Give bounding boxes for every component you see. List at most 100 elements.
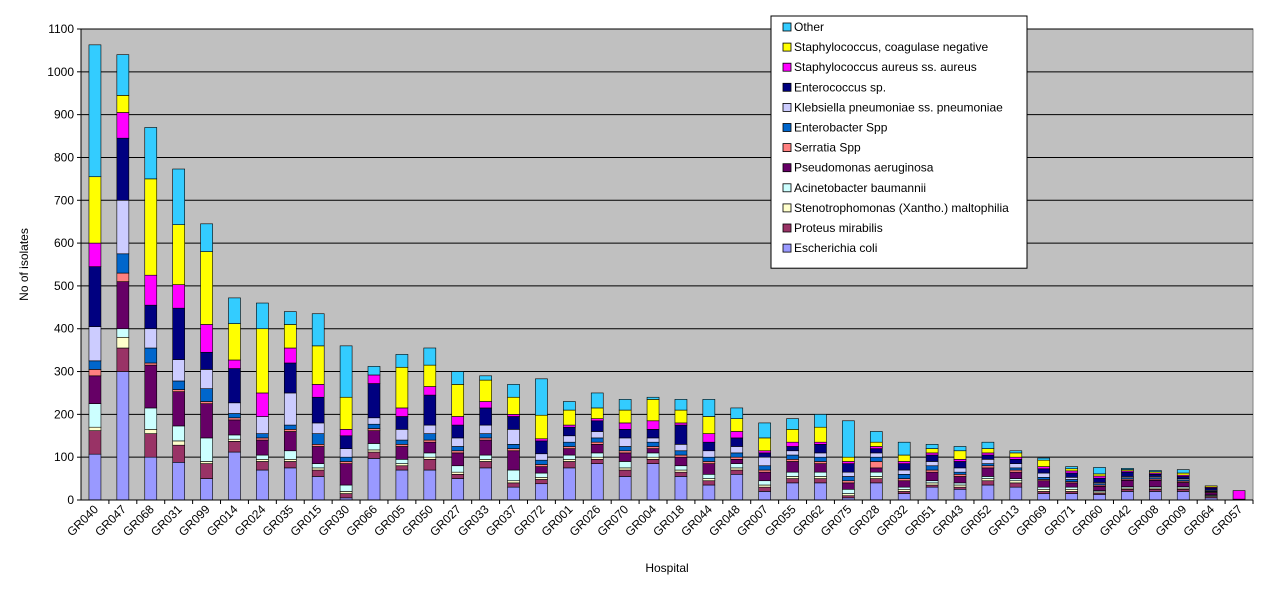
bar-segment: [953, 450, 967, 460]
bar-segment: [814, 463, 827, 473]
bar-segment: [507, 469, 520, 482]
bar-segment: [1204, 487, 1218, 491]
bar-segment: [200, 461, 213, 464]
bar-segment: [925, 465, 939, 471]
bar-segment: [395, 463, 409, 467]
bar-stack-gr042: [1121, 468, 1134, 501]
bar-segment: [1121, 468, 1134, 470]
bar-segment: [172, 307, 185, 360]
bar-segment: [256, 416, 269, 434]
bar-segment: [590, 444, 604, 454]
bar-segment: [646, 441, 660, 447]
bar-segment: [535, 378, 548, 416]
bar-segment: [618, 437, 632, 447]
bar-segment: [200, 324, 213, 353]
bar-stack-gr040: [88, 44, 102, 501]
bar-segment: [479, 379, 492, 402]
bar-segment: [981, 465, 995, 469]
bar-segment: [395, 366, 409, 409]
y-axis-ticks: 0 100 200 300 400 500 600 700 800 900 1000 1100: [47, 22, 82, 507]
bar-segment: [311, 384, 325, 398]
bar-segment: [1065, 466, 1078, 470]
bar-segment: [116, 112, 130, 139]
bar-segment: [618, 409, 632, 424]
bar-segment: [702, 478, 716, 482]
bar-segment: [144, 407, 158, 430]
legend-item: Acinetobacter baumannii: [782, 181, 926, 195]
bar-segment: [674, 399, 688, 411]
bar-segment: [814, 471, 827, 477]
bar-segment: [897, 461, 911, 464]
bar-segment: [228, 413, 241, 419]
bar-segment: [144, 178, 158, 276]
bar-segment: [395, 407, 409, 417]
legend-label: Escherichia coli: [794, 241, 877, 255]
bar-segment: [144, 429, 158, 434]
bar-segment: [702, 484, 716, 501]
bar-segment: [1037, 466, 1051, 470]
bar-stack-gr048: [730, 407, 744, 501]
bar-segment: [283, 362, 297, 394]
bar-segment: [814, 441, 827, 445]
bar-segment: [786, 478, 799, 484]
bar-segment: [563, 426, 576, 437]
bar-segment: [1037, 488, 1051, 492]
bar-segment: [758, 422, 771, 439]
bar-segment: [200, 351, 213, 370]
bar-segment: [786, 454, 799, 460]
legend-item: Staphylococcus, coagulase negative: [782, 40, 988, 54]
bar-segment: [925, 482, 939, 486]
bar-segment: [283, 347, 297, 364]
legend: Other Staphylococcus, coagulase negative S…: [770, 15, 1028, 269]
bar-segment: [479, 439, 492, 456]
bar-segment: [1037, 472, 1051, 478]
bar-segment: [228, 402, 241, 414]
bar-segment: [395, 465, 409, 471]
y-axis-label: No of isolates: [17, 228, 31, 301]
bar-segment: [116, 336, 130, 349]
gridlines: [81, 28, 1253, 458]
legend-item: Serratia Spp: [782, 141, 861, 155]
bar-segment: [674, 444, 688, 452]
bar-segment: [256, 392, 269, 417]
bar-segment: [507, 384, 520, 398]
bar-segment: [172, 380, 185, 390]
bar-segment: [200, 388, 213, 402]
bar-segment: [395, 354, 409, 368]
bar-segment: [311, 476, 325, 501]
bar-segment: [200, 401, 213, 404]
y-tick-label: 900: [54, 108, 74, 122]
bar-segment: [88, 403, 102, 428]
bar-segment: [730, 446, 744, 454]
bar-segment: [1176, 482, 1190, 488]
bar-segment: [116, 272, 130, 282]
bar-segment: [507, 416, 520, 430]
bar-segment: [953, 461, 967, 469]
bar-segment: [283, 311, 297, 325]
bar-segment: [200, 251, 213, 325]
bar-segment: [116, 281, 130, 330]
bar-segment: [674, 454, 688, 458]
bar-stack-gr044: [702, 399, 716, 501]
bar-segment: [200, 463, 213, 479]
bar-segment: [563, 446, 576, 449]
bar-segment: [116, 95, 130, 113]
bar-segment: [535, 466, 548, 474]
bar-segment: [311, 444, 325, 447]
legend-item: Escherichia coli: [782, 241, 877, 255]
legend-item: Staphylococcus aureus ss. aureus: [782, 60, 977, 74]
y-tick-label: 1000: [47, 65, 74, 79]
bar-stack-gr013: [1009, 450, 1023, 501]
bar-segment: [1037, 468, 1051, 474]
bar-segment: [702, 399, 716, 417]
bar-segment: [395, 429, 409, 441]
bar-segment: [1065, 493, 1078, 501]
bar-segment: [535, 438, 548, 442]
bar-segment: [423, 456, 437, 460]
bar-segment: [451, 450, 465, 454]
bar-segment: [590, 431, 604, 439]
bar-segment: [172, 391, 185, 427]
bar-segment: [283, 424, 297, 430]
bar-stack-gr005: [395, 354, 409, 501]
